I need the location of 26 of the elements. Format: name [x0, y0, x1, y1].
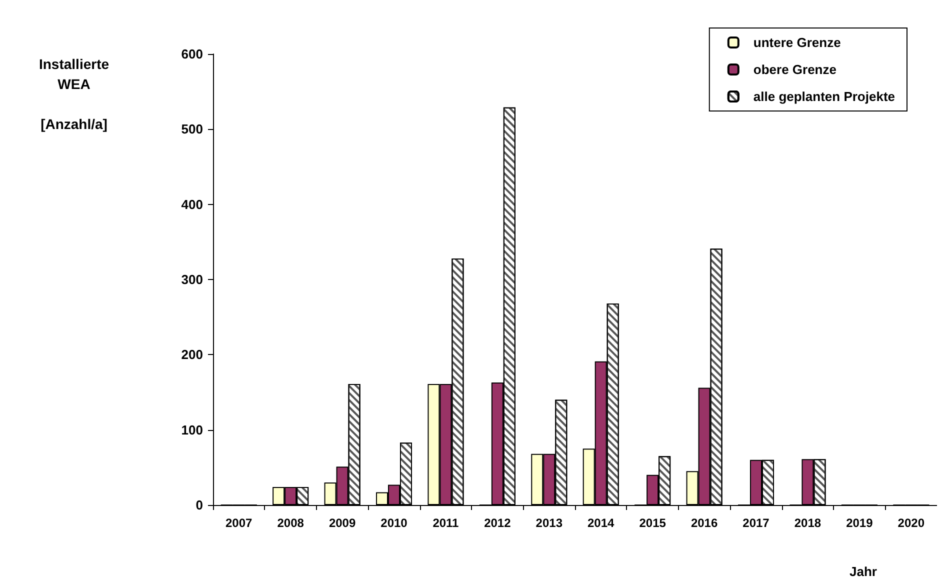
x-tick-label: 2011	[432, 516, 460, 530]
x-tick-label: 2008	[277, 516, 304, 530]
y-tick-label: 200	[181, 347, 203, 362]
x-tick-label: 2015	[639, 516, 666, 530]
text: Installierte WEA [Anzahl/a]	[38, 56, 110, 132]
x-tick-label: 2020	[898, 516, 925, 530]
y-tick-label: 500	[181, 122, 203, 137]
y-tick-label: 600	[181, 46, 203, 62]
y-tick-label: 100	[181, 422, 203, 438]
x-tick-label: 2012	[484, 516, 512, 530]
legend-label: untere Grenze	[753, 35, 841, 50]
x-tick-label: 2016	[690, 516, 718, 530]
x-tick-label: 2018	[794, 516, 822, 530]
legend-label: alle geplanten Projekte	[753, 89, 896, 104]
x-tick-label: 2007	[226, 516, 253, 530]
legend-label: obere Grenze	[753, 62, 836, 77]
x-tick-label: 2014	[588, 516, 615, 530]
x-tick-label: 2019	[846, 516, 874, 530]
x-tick-label: 2010	[380, 516, 408, 530]
x-axis-title: Jahr	[850, 564, 877, 579]
x-tick-label: 2017	[742, 516, 770, 530]
y-tick-label: 0	[196, 498, 203, 512]
y-tick-label: 300	[181, 272, 203, 287]
y-tick-label: 400	[181, 196, 203, 212]
x-tick-label: 2009	[328, 516, 356, 530]
x-tick-label: 2013	[536, 516, 563, 530]
